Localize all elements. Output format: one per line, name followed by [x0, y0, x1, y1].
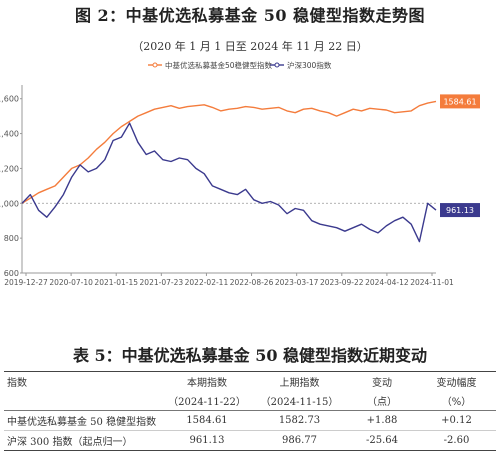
header-change: 变动 — [347, 371, 417, 391]
end-label-box-2 — [440, 203, 480, 218]
legend-entry-2: 沪深300指数 — [287, 60, 332, 70]
chart-plot: 1584.61 961.13 — [21, 94, 480, 243]
subheader-change-pct: （%） — [417, 391, 496, 411]
series-line-2 — [21, 122, 437, 243]
x-tick-label: 2024-11-01 — [410, 278, 454, 287]
subheader-previous: （2024-11-15） — [252, 391, 347, 411]
cell-change: -25.64 — [347, 430, 417, 451]
header-previous: 上期指数 — [252, 371, 347, 391]
end-label-1: 1584.61 — [443, 97, 476, 106]
chart-legend: 中基优选私募基金50稳健型指数 沪深300指数 — [148, 60, 332, 70]
cell-change-pct: -2.60 — [417, 430, 496, 451]
table-row: 沪深 300 指数（起点归一） 961.13 986.77 -25.64 -2.… — [4, 430, 496, 451]
figure-title: 图 2：中基优选私募基金 50 稳健型指数走势图 — [74, 6, 426, 25]
y-tick-label: 1,000 — [0, 199, 19, 208]
cell-current: 961.13 — [162, 430, 252, 451]
header-current: 本期指数 — [162, 371, 252, 391]
x-tick-label: 2022-08-26 — [230, 278, 274, 287]
subheader-current: （2024-11-22） — [162, 391, 252, 411]
index-change-table: 指数 本期指数 上期指数 变动 变动幅度 （2024-11-22） （2024-… — [4, 371, 496, 451]
cell-change: +1.88 — [366, 415, 398, 426]
header-change-pct: 变动幅度 — [417, 371, 496, 391]
x-tick-label: 2021-07-23 — [140, 278, 184, 287]
x-tick-label: 2023-09-22 — [320, 278, 364, 287]
x-tick-label: 2020-07-10 — [49, 278, 93, 287]
end-label-box-1 — [440, 94, 480, 109]
cell-change-pct: +0.12 — [441, 415, 472, 426]
subheader-change: （点） — [347, 391, 417, 411]
y-tick-label: 800 — [4, 234, 19, 243]
subheader-index — [4, 391, 162, 411]
legend-marker-2 — [274, 62, 280, 68]
y-tick-label: 1,400 — [0, 130, 19, 139]
legend-entry-1: 中基优选私募基金50稳健型指数 — [165, 60, 273, 70]
cell-previous: 1582.73 — [278, 415, 321, 426]
x-tick-label: 2019-12-27 — [4, 278, 48, 287]
x-tick-label: 2023-03-17 — [275, 278, 319, 287]
y-tick-label: 1,600 — [0, 95, 19, 104]
table-title: 表 5：中基优选私募基金 50 稳健型指数近期变动 — [72, 346, 428, 365]
cell-previous: 986.77 — [252, 430, 347, 451]
cell-name: 沪深 300 指数（起点归一） — [4, 430, 162, 451]
x-tick-label: 2022-02-11 — [185, 278, 229, 287]
cell-name: 中基优选私募基金 50 稳健型指数 — [7, 417, 157, 428]
table-row: 中基优选私募基金 50 稳健型指数 1584.61 1582.73 +1.88 … — [4, 411, 496, 431]
table-header-row: 指数 本期指数 上期指数 变动 变动幅度 — [4, 371, 496, 391]
table-subheader-row: （2024-11-22） （2024-11-15） （点） （%） — [4, 391, 496, 411]
legend-marker-1 — [152, 62, 158, 68]
x-tick-label: 2024-04-12 — [365, 278, 409, 287]
y-tick-label: 600 — [4, 269, 19, 278]
x-tick-label: 2021-01-15 — [94, 278, 138, 287]
cell-current: 1584.61 — [186, 415, 228, 426]
end-label-2: 961.13 — [446, 206, 474, 215]
header-index: 指数 — [4, 371, 162, 391]
figure-subtitle: （2020 年 1 月 1 日至 2024 年 11 月 22 日） — [132, 40, 368, 53]
chart-axes: 600 800 1,000 1,200 1,400 1,600 2019-12-272020… — [0, 85, 454, 287]
series-line-1 — [21, 100, 437, 204]
y-tick-label: 1,200 — [0, 164, 19, 173]
